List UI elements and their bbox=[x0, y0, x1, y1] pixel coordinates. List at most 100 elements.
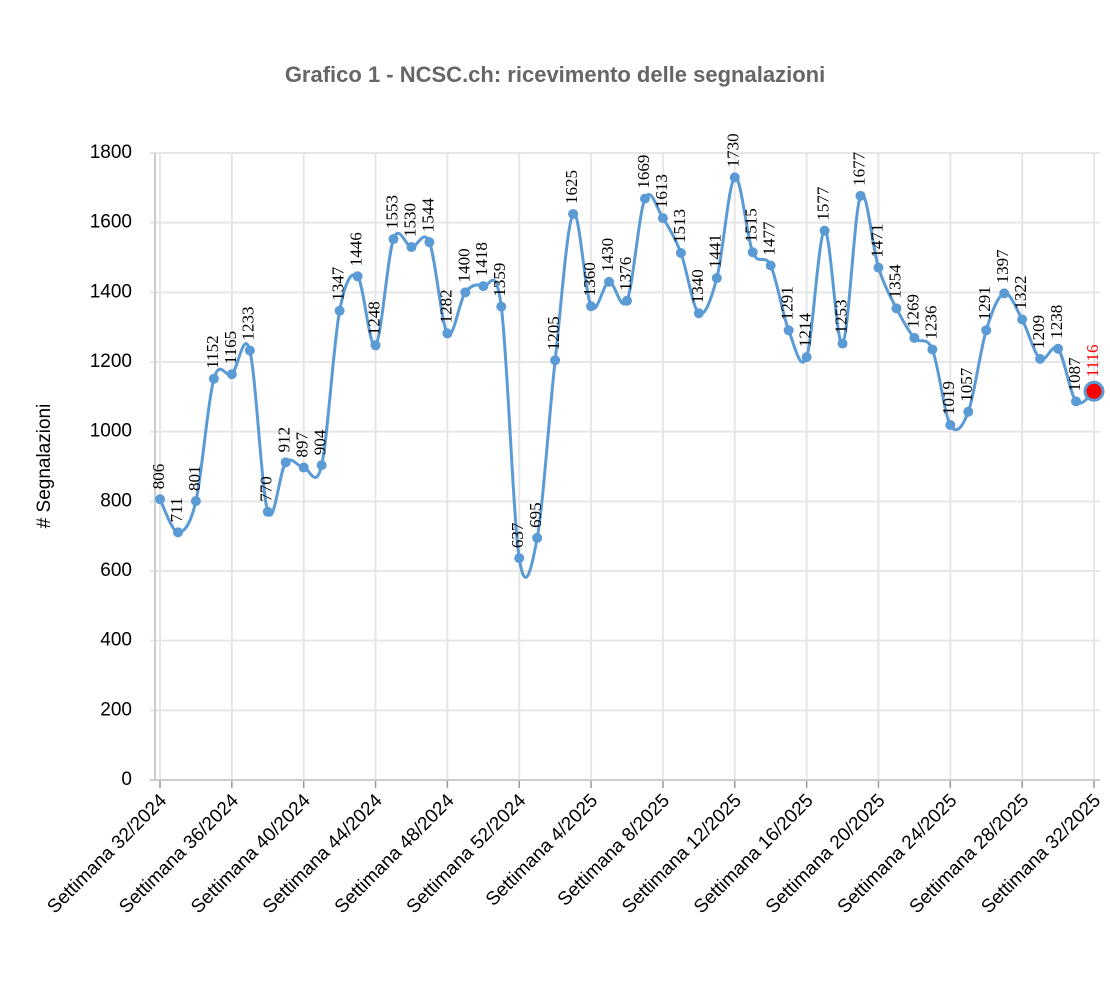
data-label: 1322 bbox=[1011, 276, 1030, 310]
y-tick-label: 1800 bbox=[90, 142, 132, 163]
point bbox=[496, 301, 507, 312]
data-label: 1613 bbox=[652, 174, 671, 208]
data-label: 1418 bbox=[472, 242, 491, 276]
point bbox=[837, 338, 848, 349]
data-label: 1205 bbox=[544, 316, 563, 350]
data-label: 801 bbox=[185, 465, 204, 491]
y-tick-label: 1200 bbox=[90, 351, 132, 372]
point bbox=[244, 345, 255, 356]
point bbox=[478, 281, 489, 292]
y-tick-label: 1000 bbox=[90, 421, 132, 442]
chart-title: Grafico 1 - NCSC.ch: ricevimento delle s… bbox=[285, 62, 825, 87]
data-label: 1209 bbox=[1029, 315, 1048, 349]
data-label: 1477 bbox=[760, 221, 779, 256]
data-label: 770 bbox=[257, 476, 276, 502]
point bbox=[819, 225, 830, 236]
point bbox=[765, 260, 776, 271]
data-label: 1087 bbox=[1065, 357, 1084, 392]
point bbox=[945, 420, 956, 431]
x-tick-label: Settimana 32/2025 bbox=[977, 790, 1105, 918]
point bbox=[586, 301, 597, 312]
x-tick-label: Settimana 28/2025 bbox=[906, 790, 1034, 918]
point bbox=[891, 303, 902, 314]
point bbox=[406, 242, 417, 253]
point bbox=[208, 373, 219, 384]
line bbox=[158, 175, 1095, 579]
point bbox=[604, 276, 615, 287]
data-label: 1553 bbox=[382, 195, 401, 229]
data-label: 1530 bbox=[400, 203, 419, 237]
point bbox=[514, 553, 525, 564]
point bbox=[999, 288, 1010, 299]
point bbox=[550, 355, 561, 366]
point bbox=[783, 325, 794, 336]
data-label: 1233 bbox=[239, 307, 258, 341]
data-label: 1376 bbox=[616, 257, 635, 291]
x-tick-label: Settimana 48/2024 bbox=[331, 790, 459, 918]
data-label: 1152 bbox=[203, 335, 222, 368]
data-label: 695 bbox=[526, 502, 545, 528]
data-label: 637 bbox=[508, 522, 527, 548]
data-label: 1544 bbox=[418, 198, 437, 233]
point bbox=[280, 457, 291, 468]
point bbox=[155, 494, 165, 505]
data-label: 1248 bbox=[364, 301, 383, 335]
data-label: 1430 bbox=[598, 238, 617, 272]
point bbox=[657, 213, 668, 224]
highlight-point bbox=[1083, 380, 1105, 402]
y-tick-label: 600 bbox=[100, 560, 132, 581]
point bbox=[352, 271, 363, 282]
point bbox=[226, 369, 237, 380]
data-label: 912 bbox=[275, 427, 294, 453]
point bbox=[981, 325, 992, 336]
data-label: 806 bbox=[149, 464, 168, 490]
data-label: 1236 bbox=[921, 305, 940, 339]
x-tick-label: Settimana 32/2024 bbox=[43, 790, 171, 918]
point bbox=[262, 506, 273, 517]
x-tick-label: Settimana 40/2024 bbox=[187, 790, 315, 918]
point bbox=[172, 527, 183, 538]
data-label: 1116 bbox=[1083, 345, 1102, 378]
point bbox=[1071, 396, 1082, 407]
data-label: 1253 bbox=[831, 300, 850, 334]
y-tick-label: 200 bbox=[100, 699, 132, 720]
point bbox=[801, 352, 812, 363]
data-label: 1291 bbox=[778, 286, 797, 320]
data-label: 1625 bbox=[562, 170, 581, 204]
point bbox=[855, 190, 866, 201]
data-label: 1677 bbox=[849, 151, 868, 186]
data-label: 1291 bbox=[975, 286, 994, 320]
y-tick-label: 800 bbox=[100, 490, 132, 511]
y-tick-label: 1400 bbox=[90, 281, 132, 302]
point bbox=[711, 273, 722, 284]
y-tick-label: 1600 bbox=[90, 212, 132, 233]
x-tick-label: Settimana 24/2025 bbox=[834, 790, 962, 918]
data-label: 1282 bbox=[436, 289, 455, 323]
data-label: 1360 bbox=[580, 262, 599, 296]
x-tick-label: Settimana 44/2024 bbox=[259, 790, 387, 918]
point bbox=[873, 262, 884, 273]
x-tick-label: Settimana 12/2025 bbox=[618, 790, 746, 918]
y-tick-label: 400 bbox=[100, 630, 132, 651]
data-label: 1513 bbox=[670, 209, 689, 243]
point bbox=[298, 462, 309, 473]
point bbox=[442, 328, 453, 339]
data-label: 1354 bbox=[885, 264, 904, 299]
data-label: 1269 bbox=[903, 294, 922, 328]
point bbox=[424, 237, 435, 248]
point bbox=[747, 247, 758, 258]
point bbox=[729, 172, 740, 183]
point bbox=[370, 340, 381, 351]
data-label: 1057 bbox=[957, 367, 976, 402]
point bbox=[568, 208, 579, 219]
point bbox=[388, 234, 399, 245]
data-label: 1397 bbox=[993, 249, 1012, 284]
data-label: 1577 bbox=[813, 186, 832, 221]
y-tick-label: 0 bbox=[121, 769, 132, 790]
point bbox=[1053, 343, 1064, 354]
data-label: 897 bbox=[293, 432, 312, 458]
data-label: 1446 bbox=[346, 232, 365, 266]
point bbox=[1035, 353, 1046, 364]
point bbox=[1017, 314, 1028, 325]
